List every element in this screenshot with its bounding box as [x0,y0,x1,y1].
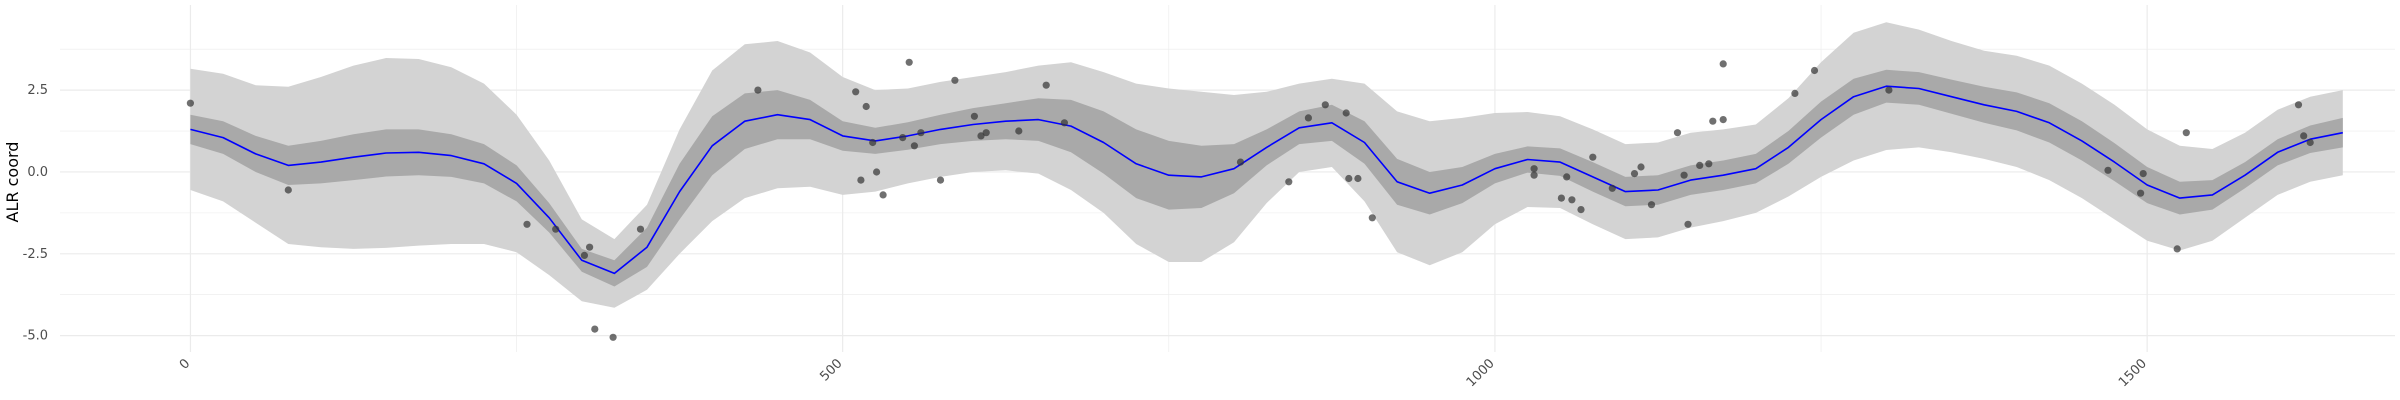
mean-line [190,85,2343,275]
confidence-bands [190,22,2343,308]
data-point [873,168,881,176]
data-point [1630,170,1639,178]
data-point [862,102,870,111]
data-point [1719,116,1727,124]
data-point [1637,163,1645,171]
data-point [970,112,979,120]
data-point [977,132,985,140]
data-point [1719,60,1727,68]
data-point [899,134,907,142]
data-point [1885,86,1893,94]
data-point [586,243,594,251]
data-point [1577,206,1585,214]
data-point [1673,129,1682,137]
data-point [1530,165,1538,173]
data-point [1680,171,1688,179]
data-point [1810,66,1819,75]
y-tick-label: -2.5 [23,247,48,262]
data-point [852,88,860,96]
data-point [910,142,919,150]
y-axis-title: ALR coord [3,142,22,223]
data-point [186,99,194,107]
data-point [2294,101,2303,109]
data-point [1557,194,1565,202]
data-point [2137,189,2145,197]
data-point [591,325,599,333]
data-point [552,225,560,233]
data-point [1530,171,1538,179]
data-point [1236,158,1245,166]
data-point [636,225,645,233]
data-point [936,176,945,184]
data-point [2173,245,2181,253]
data-point [1368,214,1376,222]
y-tick-label: 2.5 [27,83,48,98]
data-point [1321,101,1329,109]
data-point [1345,174,1353,183]
inner-confidence-band [190,69,2343,287]
data-point [879,191,887,199]
mean-line-group [190,85,2343,275]
data-point [1589,153,1597,161]
data-point [1354,174,1362,183]
data-point [1791,89,1799,97]
data-point [2300,132,2308,140]
data-point [951,76,959,84]
data-point [2306,138,2314,147]
data-point [609,333,617,341]
data-point [982,129,990,137]
data-point [857,176,865,184]
data-point [1342,109,1350,117]
data-point [754,86,762,94]
data-point [1696,161,1704,169]
data-point [1647,201,1656,209]
data-point [2104,166,2112,174]
y-tick-label: -5.0 [23,329,48,344]
y-tick-label: 0.0 [27,165,48,180]
data-point [1042,81,1050,89]
data-point [1304,114,1312,122]
data-point [905,58,913,66]
data-point [2139,170,2147,178]
data-point [1684,220,1692,228]
data-point [1709,117,1717,125]
data-point [523,220,531,228]
data-point [1568,196,1576,204]
data-points [186,58,2314,341]
y-axis-ticks: -5.0 -2.5 0.0 2.5 [23,83,48,344]
data-point [284,186,292,194]
data-point [917,129,925,137]
data-point [1285,178,1293,186]
data-point [580,251,589,259]
data-point [1563,173,1571,181]
data-point [1705,160,1713,168]
data-point [869,138,877,147]
data-point [1060,119,1068,127]
data-point [1015,127,1023,135]
data-point [1608,184,1616,192]
data-point [2182,129,2190,137]
